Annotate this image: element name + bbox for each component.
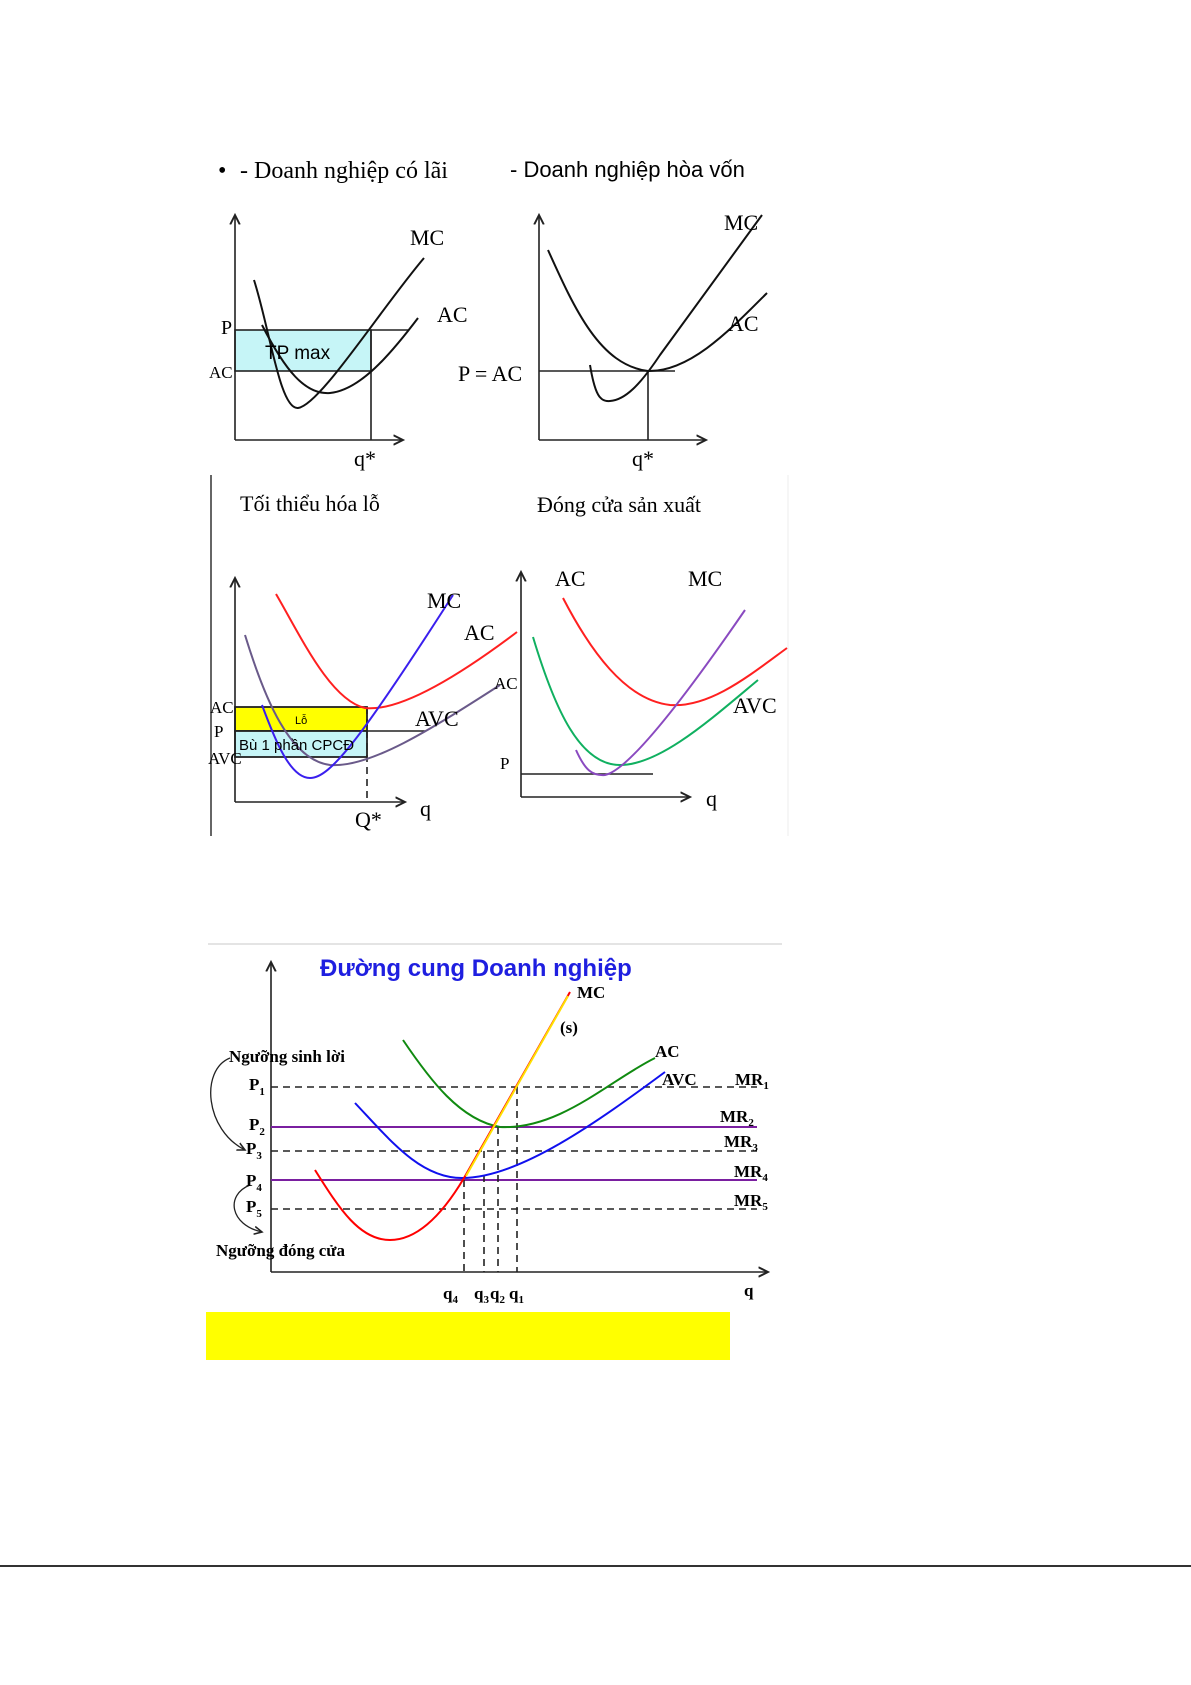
chart-firm-supply: Đường cung Doanh nghiệp MC (s) AC AVC Ng…: [208, 943, 782, 1306]
supply-s-label: (s): [560, 1018, 578, 1037]
chart-breakeven: MC AC P = AC q*: [458, 210, 768, 471]
svg-text:P3: P3: [246, 1139, 262, 1162]
avc-curve: [244, 634, 501, 767]
cover-label: Bù 1 phần CPCĐ: [239, 737, 354, 754]
svg-text:P5: P5: [246, 1197, 262, 1220]
mc-label: MC: [577, 983, 605, 1002]
avc-axis-label: AVC: [208, 749, 242, 768]
mc-label: MC: [688, 566, 722, 591]
mc-curve: [261, 594, 454, 780]
ac-axis-label: AC: [210, 698, 234, 717]
svg-text:MR1: MR1: [735, 1070, 769, 1092]
ac-axis-label: AC: [494, 674, 518, 693]
shutdown-threshold-label: Ngưỡng đóng cửa: [216, 1241, 346, 1260]
supply-title: Đường cung Doanh nghiệp: [320, 955, 632, 982]
heading-breakeven: - Doanh nghiệp hòa vốn: [510, 157, 745, 182]
ac-label: AC: [464, 620, 495, 645]
p-axis-label: P: [500, 754, 509, 773]
p-label: P: [221, 317, 232, 339]
avc-label: AVC: [733, 693, 777, 718]
mc-label: MC: [724, 210, 758, 235]
chart-shutdown: AC MC AVC AC P q: [494, 566, 788, 811]
svg-text:P1: P1: [249, 1075, 265, 1098]
svg-text:P2: P2: [249, 1115, 265, 1138]
svg-text:MR4: MR4: [734, 1162, 768, 1184]
avc-curve: [354, 1071, 666, 1180]
heading-profit: - Doanh nghiệp có lãi: [240, 158, 448, 184]
loss-label: Lỗ: [295, 714, 307, 727]
avc-label: AVC: [415, 706, 459, 731]
svg-text:MR5: MR5: [734, 1191, 768, 1213]
ac-curve: [562, 597, 788, 707]
q-star-label: Q*: [355, 807, 382, 832]
mc-curve: [575, 609, 746, 777]
svg-text:q3: q3: [474, 1284, 489, 1306]
svg-text:q4: q4: [443, 1284, 458, 1306]
svg-text:MR3: MR3: [724, 1132, 758, 1154]
chart-minimize-loss: MC AC AVC AC P AVC Lỗ Bù 1 phần CPCĐ Q* …: [208, 578, 518, 832]
ac-label: AC: [555, 566, 586, 591]
highlight-block: [206, 1312, 730, 1360]
svg-text:P4: P4: [246, 1171, 262, 1194]
profit-threshold-label: Ngưỡng sinh lời: [229, 1047, 345, 1066]
p-axis-label: P: [214, 722, 223, 741]
svg-text:q: q: [744, 1281, 754, 1300]
mc-curve: [589, 214, 763, 403]
p-equals-ac-label: P = AC: [458, 361, 522, 386]
ac-curve: [547, 249, 768, 373]
avc-curve: [532, 636, 759, 767]
ac-axis-label: AC: [209, 363, 233, 382]
q-star-label: q*: [354, 446, 376, 471]
supply-curve: [465, 995, 569, 1177]
q-label: q: [706, 786, 717, 811]
heading-shutdown: Đóng cửa sản xuất: [537, 492, 701, 517]
bullet: •: [218, 158, 226, 184]
mc-label: MC: [410, 225, 444, 250]
ac-curve: [402, 1039, 656, 1129]
q-star-label: q*: [632, 446, 654, 471]
mc-curve: [314, 991, 571, 1242]
mc-label: MC: [427, 588, 461, 613]
q-labels: q4 q3 q2 q1 q: [443, 1281, 754, 1306]
ac-curve: [261, 317, 419, 395]
svg-text:q1: q1: [509, 1284, 524, 1306]
ac-label: AC: [437, 302, 468, 327]
tp-max-label: TP max: [265, 343, 331, 364]
avc-label: AVC: [662, 1070, 697, 1089]
mr-labels: MR1 MR2 MR3 MR4 MR5: [720, 1070, 769, 1213]
ac-label: AC: [655, 1042, 680, 1061]
ac-label: AC: [728, 311, 759, 336]
q-label: q: [420, 796, 431, 821]
svg-text:q2: q2: [490, 1284, 505, 1306]
svg-text:MR2: MR2: [720, 1107, 754, 1129]
price-labels: P1 P2 P3 P4 P5: [246, 1075, 265, 1220]
ac-curve: [275, 593, 518, 710]
chart-profit: MC AC P AC TP max q*: [209, 215, 468, 471]
heading-minimize-loss: Tối thiểu hóa lỗ: [240, 491, 380, 516]
